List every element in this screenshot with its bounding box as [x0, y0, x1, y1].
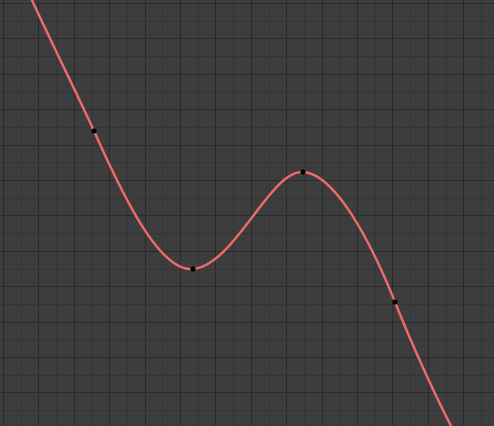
- keyframe-point[interactable]: [392, 299, 398, 305]
- keyframe-point[interactable]: [190, 266, 196, 272]
- keyframe-point[interactable]: [300, 169, 306, 175]
- keyframes: [91, 128, 398, 305]
- keyframe-point[interactable]: [91, 128, 97, 134]
- f-curve[interactable]: [30, 0, 453, 426]
